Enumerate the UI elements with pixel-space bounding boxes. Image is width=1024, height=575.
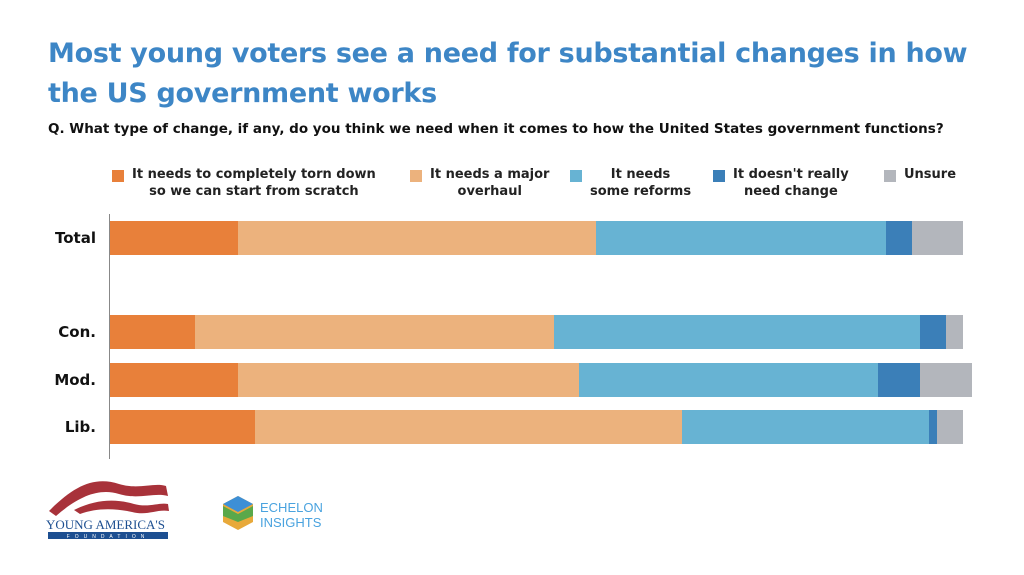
bar-segment	[945, 315, 963, 349]
category-label: Con.	[58, 323, 96, 341]
bar-segment	[110, 221, 238, 255]
legend-swatch	[112, 170, 124, 182]
legend-item: It needs to completely torn down so we c…	[112, 166, 376, 200]
legend-item: It needs some reforms	[570, 166, 691, 200]
legend-swatch	[570, 170, 582, 182]
legend-label: Unsure	[904, 167, 957, 182]
category-label: Lib.	[64, 418, 96, 436]
category-label: Total	[55, 229, 96, 247]
bar-segment	[928, 410, 938, 444]
legend-swatch	[410, 170, 422, 182]
legend-label: It needs some reforms	[590, 167, 692, 199]
svg-text:ECHELON: ECHELON	[260, 500, 323, 515]
bar-segment	[877, 363, 921, 397]
svg-text:FOUNDATION: FOUNDATION	[67, 534, 150, 540]
bar-segment	[255, 410, 682, 444]
legend-swatch	[713, 170, 725, 182]
bar-segment	[110, 363, 238, 397]
svg-text:INSIGHTS: INSIGHTS	[260, 515, 322, 530]
legend-item: It needs a major overhaul	[410, 166, 549, 200]
echelon-insights-logo: ECHELON INSIGHTS	[223, 496, 323, 530]
bar-segment	[553, 315, 921, 349]
young-americas-foundation-logo: YOUNG AMERICA'S FOUNDATION	[46, 481, 169, 540]
bar-segment	[681, 410, 929, 444]
category-axis-line	[109, 214, 110, 459]
legend-item: Unsure	[884, 166, 956, 183]
bar-segment	[596, 221, 887, 255]
bar-segment	[110, 410, 255, 444]
legend-swatch	[884, 170, 896, 182]
bar-segment	[920, 363, 972, 397]
legend-label: It needs a major overhaul	[430, 167, 550, 199]
legend: It needs to completely torn down so we c…	[0, 166, 1024, 206]
bar-segment	[937, 410, 963, 444]
bar-segment	[886, 221, 912, 255]
bar-segment	[920, 315, 946, 349]
bar-segment	[911, 221, 963, 255]
yaf-logo-text: YOUNG AMERICA'S	[46, 517, 165, 532]
survey-question: Q. What type of change, if any, do you t…	[48, 121, 944, 137]
legend-label: It needs to completely torn down so we c…	[132, 167, 376, 199]
bar-segment	[110, 315, 196, 349]
bar-segment	[579, 363, 878, 397]
bar-segment	[237, 221, 597, 255]
bar-segment	[237, 363, 580, 397]
page-title: Most young voters see a need for substan…	[48, 38, 968, 109]
legend-item: It doesn't really need change	[713, 166, 849, 200]
bar-segment	[195, 315, 554, 349]
category-label: Mod.	[54, 371, 96, 389]
legend-label: It doesn't really need change	[733, 167, 849, 199]
